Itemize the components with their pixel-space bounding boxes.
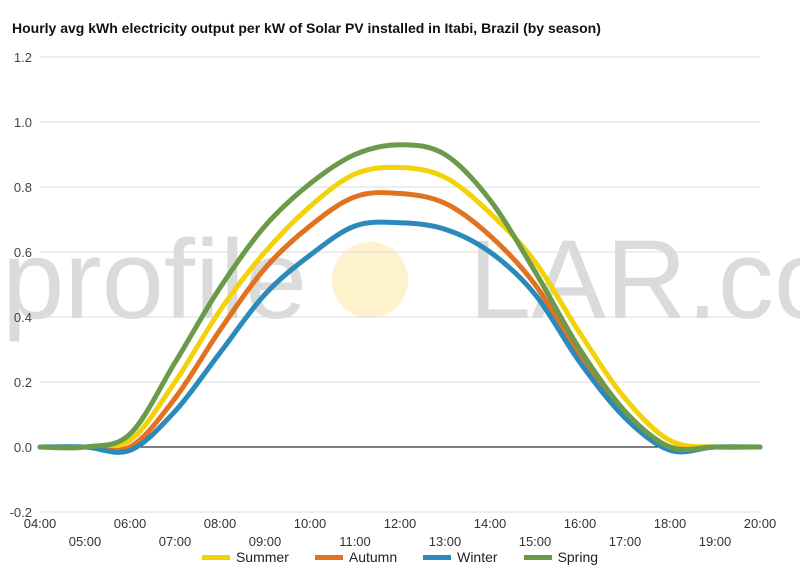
x-tick-label: 07:00: [159, 534, 192, 549]
watermark-logo: profileSOLAR.com: [2, 217, 800, 342]
y-tick-label: 1.2: [14, 50, 32, 65]
legend-item-summer[interactable]: Summer: [201, 549, 289, 565]
gridlines: [40, 56, 760, 513]
x-tick-label: 15:00: [519, 534, 552, 549]
x-tick-label: 13:00: [429, 534, 462, 549]
y-tick-label: 0.6: [14, 245, 32, 260]
x-tick-label: 05:00: [69, 534, 102, 549]
series-line-winter: [37, 219, 763, 455]
x-tick-label: 09:00: [249, 534, 282, 549]
x-tick-label: 11:00: [339, 534, 371, 549]
x-tick-label: 20:00: [744, 516, 777, 531]
watermark-sun: [332, 242, 408, 318]
legend: Summer Autumn Winter Spring: [0, 549, 800, 565]
chart-title: Hourly avg kWh electricity output per kW…: [12, 20, 601, 36]
legend-label: Autumn: [348, 549, 398, 565]
y-axis: -0.2 0.0 0.2 0.4 0.6 0.8 1.0 1.2: [10, 50, 32, 520]
x-tick-label: 04:00: [24, 516, 57, 531]
x-tick-label: 14:00: [474, 516, 507, 531]
y-tick-label: 0.8: [14, 180, 32, 195]
legend-swatch: [314, 554, 343, 560]
y-tick-label: 0.4: [14, 310, 32, 325]
legend-item-spring[interactable]: Spring: [523, 549, 599, 565]
x-tick-label: 06:00: [114, 516, 147, 531]
series-line-spring: [37, 142, 763, 453]
x-tick-label: 18:00: [654, 516, 687, 531]
series-line-summer: [37, 164, 763, 450]
legend-label: Summer: [235, 549, 289, 565]
watermark-text: profileSOLAR.com: [2, 217, 800, 342]
x-axis: 04:00 06:00 08:00 10:00 12:00 14:00 16:00 18:00…: [24, 516, 777, 549]
x-tick-label: 16:00: [564, 516, 597, 531]
x-tick-label: 19:00: [699, 534, 732, 549]
legend-swatch: [523, 554, 552, 560]
legend-swatch: [423, 554, 452, 560]
x-tick-label: 12:00: [384, 516, 417, 531]
y-tick-label: 0.2: [14, 375, 32, 390]
y-tick-label: -0.2: [10, 505, 32, 520]
y-tick-label: 1.0: [14, 115, 32, 130]
x-tick-label: 08:00: [204, 516, 237, 531]
x-tick-label: 17:00: [609, 534, 642, 549]
x-tick-label: 10:00: [294, 516, 327, 531]
legend-item-autumn[interactable]: Autumn: [314, 549, 398, 565]
watermark-o: SO: [307, 217, 469, 342]
y-tick-label: 0.0: [14, 440, 32, 455]
series-lines: [37, 142, 763, 455]
legend-label: Spring: [557, 549, 599, 565]
legend-item-winter[interactable]: Winter: [423, 549, 498, 565]
watermark-left: profile: [2, 217, 307, 342]
legend-label: Winter: [457, 549, 498, 565]
legend-swatch: [201, 554, 230, 560]
